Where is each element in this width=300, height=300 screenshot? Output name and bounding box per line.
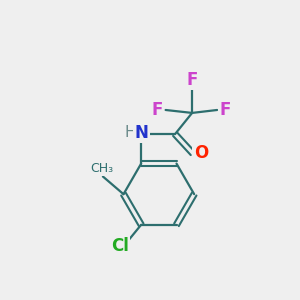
- Text: H: H: [124, 125, 136, 140]
- Text: N: N: [135, 124, 149, 142]
- Text: CH₃: CH₃: [90, 162, 113, 175]
- Text: Cl: Cl: [111, 237, 129, 255]
- Text: F: F: [186, 71, 198, 89]
- Text: O: O: [194, 144, 208, 162]
- Text: F: F: [220, 101, 231, 119]
- Text: F: F: [152, 101, 163, 119]
